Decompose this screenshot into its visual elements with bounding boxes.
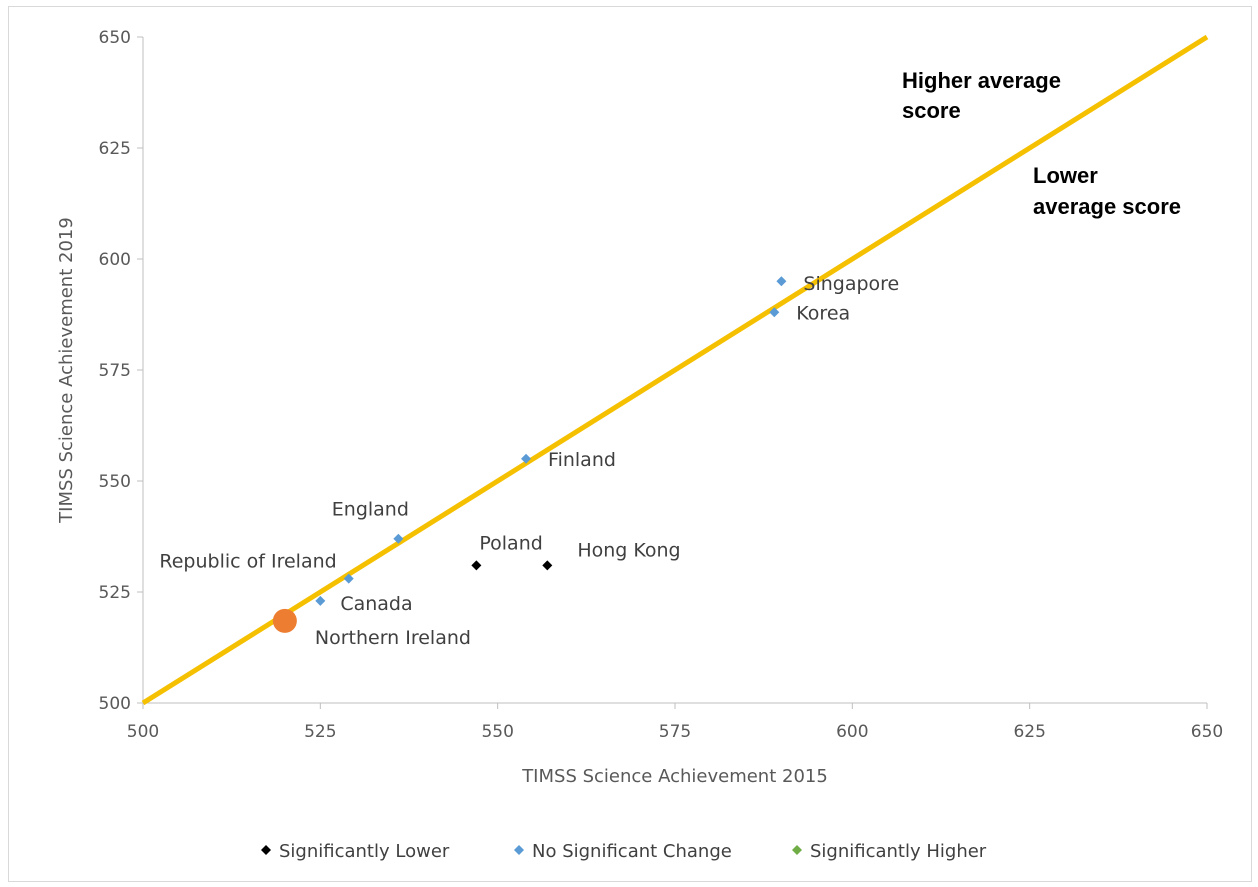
y-tick-label: 625: [99, 139, 131, 159]
x-axis-title: TIMSS Science Achievement 2015: [521, 766, 828, 787]
data-point-england: [393, 533, 404, 544]
data-point-poland: [471, 560, 482, 571]
x-tick-label: 525: [304, 722, 336, 742]
x-tick-label: 500: [127, 722, 159, 742]
x-tick-label: 650: [1191, 722, 1223, 742]
legend-marker-significantly-higher: [792, 845, 802, 855]
point-label-hong-kong: Hong Kong: [577, 539, 680, 561]
data-point-singapore: [776, 276, 787, 287]
point-label-northern-ireland: Northern Ireland: [315, 627, 471, 649]
y-axis-title: TIMSS Science Achievement 2019: [56, 217, 77, 524]
x-tick-label: 550: [481, 722, 513, 742]
point-label-republic-of-ireland: Republic of Ireland: [159, 551, 336, 573]
reference-line-y-equals-x: [141, 34, 1209, 706]
data-point-republic-of-ireland: [343, 573, 354, 584]
data-point-korea: [769, 307, 780, 318]
point-label-finland: Finland: [548, 449, 616, 471]
data-point-finland: [521, 453, 532, 464]
y-tick-label: 525: [99, 583, 131, 603]
legend-label: Significantly Lower: [279, 841, 450, 862]
point-label-singapore: Singapore: [803, 273, 899, 295]
data-point-canada: [315, 595, 326, 606]
legend-label: No Significant Change: [532, 841, 732, 862]
point-label-england: England: [332, 499, 409, 521]
x-tick-label: 600: [836, 722, 868, 742]
y-tick-label: 500: [99, 694, 131, 714]
point-label-korea: Korea: [796, 302, 850, 324]
legend-label: Significantly Higher: [810, 841, 987, 862]
region-label-lower: Lower average score: [1033, 163, 1181, 219]
data-point-hong-kong: [542, 560, 553, 571]
y-tick-label: 650: [99, 28, 131, 48]
y-tick-label: 575: [99, 361, 131, 381]
y-tick-label: 550: [99, 472, 131, 492]
region-label-higher: Higher average score: [902, 68, 1061, 123]
point-label-poland: Poland: [479, 532, 542, 554]
legend-marker-significantly-lower: [261, 845, 271, 855]
chart-frame: [8, 6, 1252, 882]
x-tick-label: 575: [659, 722, 691, 742]
legend-marker-no-significant-change: [514, 845, 524, 855]
point-label-canada: Canada: [340, 593, 412, 615]
data-point-northern-ireland: [272, 608, 297, 633]
x-tick-label: 625: [1013, 722, 1045, 742]
y-tick-label: 600: [99, 250, 131, 270]
